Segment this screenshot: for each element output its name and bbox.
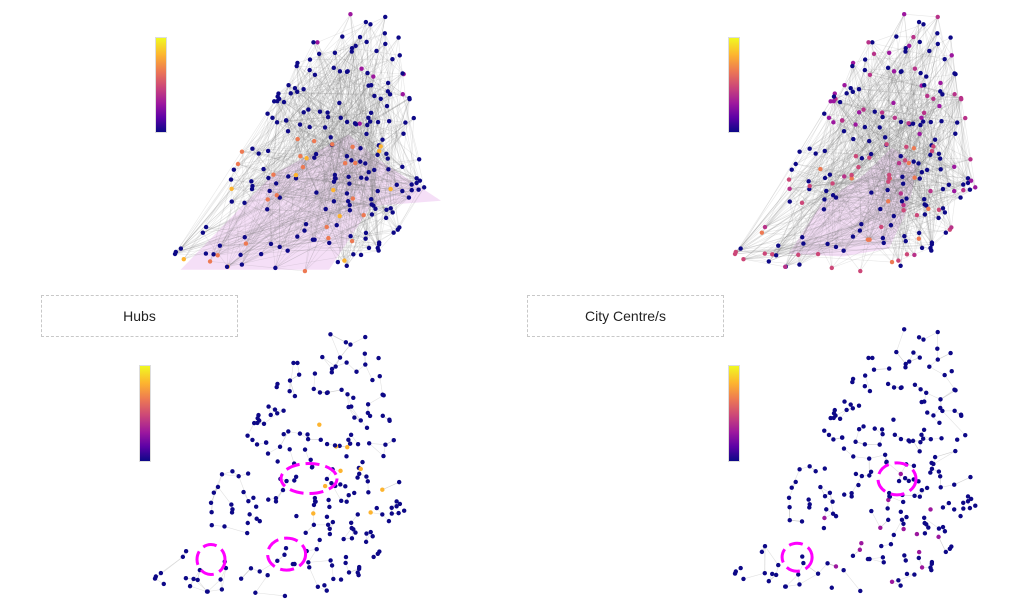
colorbar-bottom-right bbox=[728, 365, 740, 462]
colorbar-top-left bbox=[155, 37, 167, 133]
label-hubs: Hubs bbox=[41, 295, 238, 337]
label-city-centres-text: City Centre/s bbox=[585, 308, 666, 324]
colorbar-bottom-left bbox=[139, 365, 151, 462]
label-hubs-text: Hubs bbox=[123, 308, 156, 324]
label-city-centres: City Centre/s bbox=[527, 295, 724, 337]
colorbar-top-right bbox=[728, 37, 740, 133]
